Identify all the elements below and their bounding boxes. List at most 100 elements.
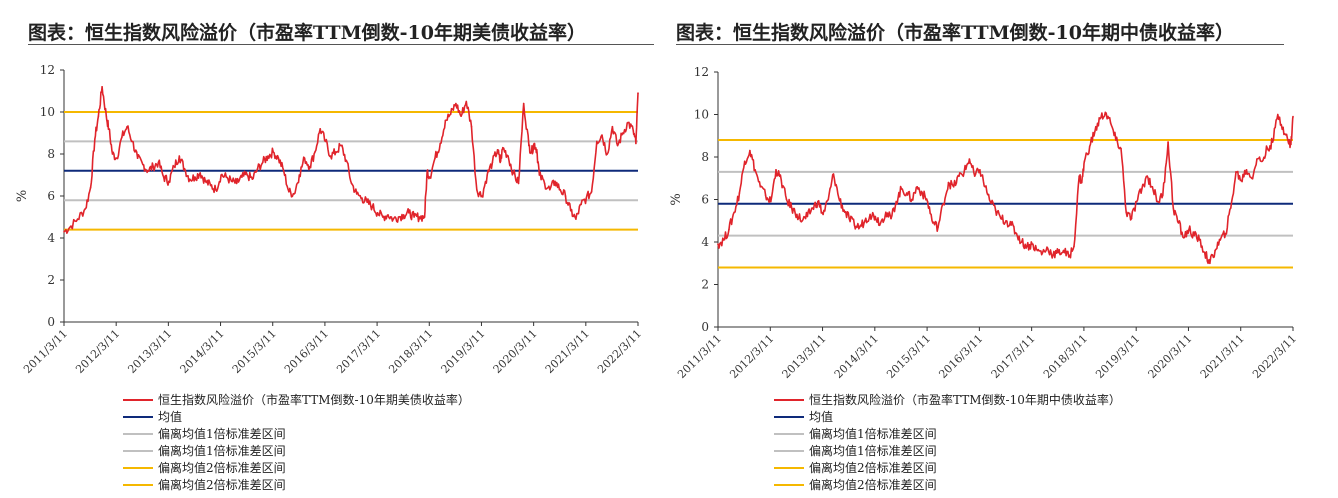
data-point bbox=[408, 212, 410, 214]
data-point bbox=[84, 207, 87, 210]
data-point bbox=[822, 213, 824, 216]
data-point bbox=[717, 243, 719, 245]
data-point bbox=[554, 180, 556, 183]
data-point bbox=[564, 195, 567, 197]
data-point bbox=[439, 142, 442, 145]
data-point bbox=[262, 161, 264, 164]
legend-label: 偏离均值1倍标准差区间 bbox=[809, 444, 937, 458]
data-point bbox=[921, 192, 924, 194]
data-point bbox=[361, 197, 363, 199]
x-tick-label: 2016/3/11 bbox=[282, 327, 331, 376]
series-line-risk-premium bbox=[63, 86, 639, 234]
data-point bbox=[973, 175, 976, 177]
data-point bbox=[900, 188, 903, 190]
legend-swatch bbox=[123, 466, 153, 469]
data-point bbox=[585, 197, 588, 199]
x-tick-label: 2017/3/11 bbox=[334, 327, 383, 376]
data-point bbox=[335, 151, 337, 153]
data-point bbox=[108, 128, 110, 130]
data-point bbox=[152, 165, 154, 168]
data-point bbox=[811, 207, 814, 209]
legend-label: 偏离均值1倍标准差区间 bbox=[809, 427, 937, 441]
data-point bbox=[1109, 122, 1112, 124]
data-point bbox=[1198, 239, 1201, 241]
legend-label: 均值 bbox=[809, 410, 834, 424]
legend-swatch bbox=[123, 415, 153, 418]
data-point bbox=[1188, 228, 1190, 231]
data-point bbox=[1245, 169, 1248, 171]
y-tick-label: 10 bbox=[694, 108, 709, 122]
chart-title: 图表：恒生指数风险溢价（市盈率TTM倒数-10年期中债收益率） bbox=[676, 22, 1234, 44]
data-point bbox=[790, 207, 793, 209]
data-point bbox=[204, 180, 207, 183]
data-point bbox=[267, 155, 269, 157]
legend-label: 恒生指数风险溢价（市盈率TTM倒数-10年期美债收益率） bbox=[158, 393, 470, 407]
data-point bbox=[136, 157, 139, 159]
data-point bbox=[569, 209, 572, 212]
data-point bbox=[1224, 232, 1227, 235]
data-point bbox=[864, 220, 866, 222]
data-point bbox=[528, 144, 530, 147]
x-tick-label: 2011/3/11 bbox=[21, 327, 70, 376]
data-point bbox=[530, 151, 533, 153]
legend-swatch bbox=[774, 449, 804, 452]
y-tick-label: 12 bbox=[694, 65, 709, 79]
data-point bbox=[916, 186, 918, 188]
x-tick-label: 2021/3/11 bbox=[1198, 332, 1247, 381]
data-point bbox=[387, 214, 389, 216]
data-point bbox=[298, 174, 301, 176]
data-point bbox=[183, 167, 186, 170]
data-point bbox=[1290, 143, 1292, 146]
x-tick-label: 2018/3/11 bbox=[1041, 332, 1090, 381]
data-point bbox=[402, 214, 405, 216]
data-point bbox=[1125, 211, 1127, 214]
data-point bbox=[382, 216, 384, 218]
legend-swatch bbox=[123, 432, 153, 435]
data-point bbox=[97, 115, 100, 117]
data-point bbox=[843, 209, 845, 211]
legend-label: 均值 bbox=[158, 410, 183, 424]
y-axis-label: % bbox=[669, 193, 684, 205]
title-underline bbox=[676, 44, 1284, 45]
data-point bbox=[754, 169, 756, 171]
data-point bbox=[1282, 126, 1284, 129]
y-tick-label: 12 bbox=[40, 63, 55, 77]
chart-legend: 恒生指数风险溢价（市盈率TTM倒数-10年期中债收益率） 均值 偏离均值1倍标准差区… bbox=[774, 391, 1294, 495]
data-point bbox=[759, 186, 762, 188]
data-point bbox=[963, 171, 965, 173]
data-point bbox=[1292, 115, 1294, 118]
data-point bbox=[465, 100, 468, 103]
data-point bbox=[178, 155, 181, 157]
y-tick-label: 2 bbox=[701, 278, 709, 292]
data-point bbox=[743, 160, 746, 163]
x-tick-label: 2022/3/11 bbox=[595, 327, 644, 376]
x-tick-label: 2015/3/11 bbox=[884, 332, 933, 381]
data-point bbox=[486, 174, 489, 176]
data-point bbox=[590, 191, 593, 193]
data-point bbox=[1287, 141, 1290, 143]
data-point bbox=[1094, 130, 1096, 133]
data-point bbox=[1271, 141, 1274, 143]
data-point bbox=[874, 215, 877, 218]
legend-item: 偏离均值1倍标准差区间 bbox=[123, 425, 286, 442]
data-point bbox=[1031, 243, 1033, 245]
x-tick-label: 2020/3/11 bbox=[1145, 332, 1194, 381]
legend-item: 偏离均值2倍标准差区间 bbox=[774, 459, 937, 476]
legend-item: 均值 bbox=[774, 408, 833, 425]
data-point bbox=[63, 230, 65, 233]
x-tick-label: 2020/3/11 bbox=[491, 327, 540, 376]
data-point bbox=[230, 180, 233, 183]
y-tick-label: 6 bbox=[701, 193, 709, 207]
data-point bbox=[157, 161, 160, 164]
data-point bbox=[806, 215, 809, 218]
data-point bbox=[1172, 207, 1175, 209]
data-point bbox=[194, 176, 196, 178]
data-point bbox=[942, 203, 945, 205]
data-point bbox=[1240, 179, 1242, 182]
data-point bbox=[76, 218, 79, 220]
data-point bbox=[147, 170, 149, 172]
data-point bbox=[1099, 117, 1101, 120]
legend-swatch bbox=[774, 398, 804, 401]
data-point bbox=[1266, 147, 1269, 150]
data-point bbox=[606, 153, 608, 155]
